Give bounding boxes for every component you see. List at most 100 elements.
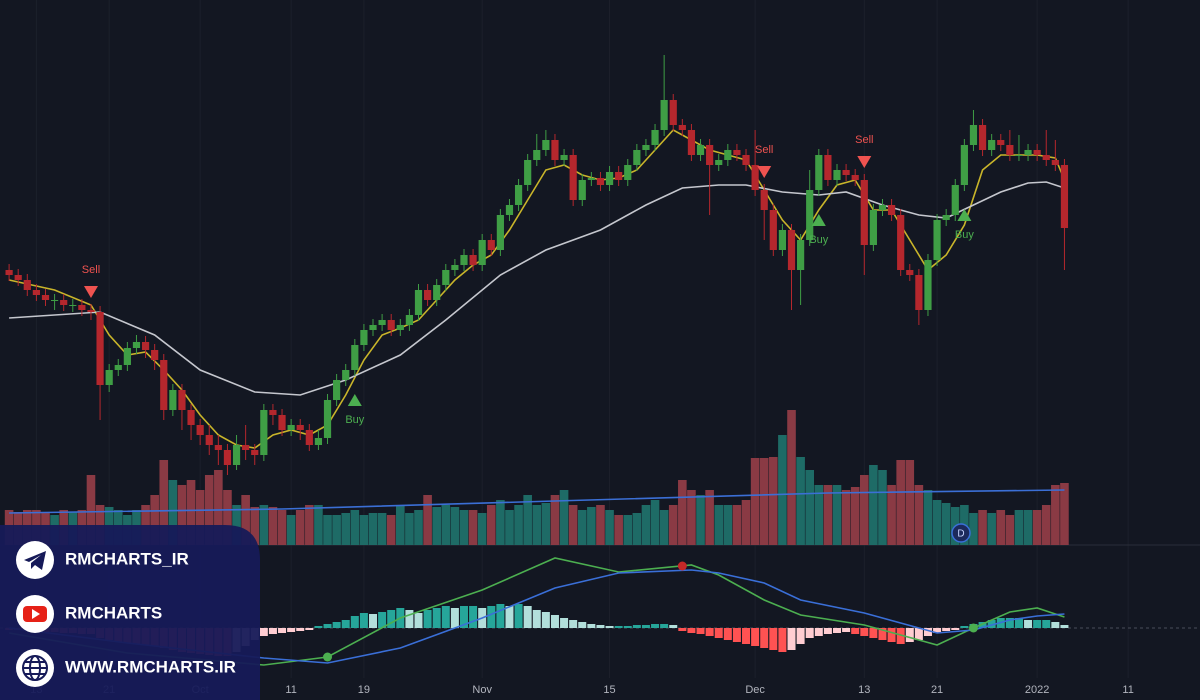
macd-histogram-bar (623, 626, 632, 628)
social-overlay: RMCHARTS_IR RMCHARTS WWW.RMCHARTS.IR (0, 525, 260, 700)
volume-bar (732, 505, 742, 545)
macd-histogram-bar (869, 628, 878, 638)
volume-bar (332, 515, 341, 545)
x-tick-label: 2022 (1025, 684, 1049, 696)
candle-body (60, 300, 68, 305)
volume-bar (668, 505, 678, 545)
volume-bar (1051, 485, 1060, 545)
x-tick-label: 13 (858, 684, 870, 696)
volume-bar (741, 500, 751, 545)
macd-histogram-bar (923, 628, 932, 636)
volume-bar (1041, 505, 1051, 545)
volume-bar (486, 505, 496, 545)
volume-bar (1005, 515, 1015, 545)
candle-body (87, 310, 95, 312)
candle-body (605, 172, 614, 185)
volume-bar (1032, 510, 1042, 545)
candle-body (269, 410, 277, 415)
macd-histogram-bar (523, 606, 532, 628)
macd-histogram-bar (887, 628, 896, 642)
volume-bar (696, 495, 705, 545)
volume-bar (1023, 510, 1033, 545)
macd-histogram-bar (1014, 618, 1023, 628)
candle-body (651, 130, 659, 145)
candle-body (787, 230, 796, 270)
candle-body (360, 330, 368, 345)
macd-histogram-bar (459, 606, 468, 628)
badge-circle (951, 523, 971, 543)
volume-bar (850, 487, 860, 545)
candle-body (460, 255, 468, 265)
macd-histogram-bar (514, 604, 523, 628)
volume-bar (359, 515, 369, 545)
candle-body (1060, 165, 1069, 228)
candle-body (997, 140, 1005, 145)
macd-histogram-bar (1024, 620, 1033, 628)
x-tick-label: Dec (745, 684, 765, 696)
macd-histogram-bar (978, 622, 987, 628)
volume-average (9, 489, 1065, 514)
macd-histogram-bar (341, 620, 350, 628)
candle-body (333, 380, 341, 400)
candle-body (178, 390, 186, 410)
macd-histogram-bar (860, 628, 869, 636)
volume-bar (341, 513, 351, 545)
candle-body (969, 125, 978, 145)
volume-bar (396, 505, 405, 545)
volume-bar (496, 500, 505, 545)
macd-histogram-bar (314, 626, 323, 628)
candle-body (851, 175, 859, 180)
volume-bar (150, 495, 159, 545)
website-address: WWW.RMCHARTS.IR (65, 657, 236, 676)
candle-body (251, 450, 259, 455)
macd-histogram-bar (359, 613, 368, 628)
candle-body (960, 145, 968, 185)
macd-histogram-bar (641, 625, 650, 628)
candle-body (314, 438, 323, 445)
macd-histogram-bar (814, 628, 823, 636)
volume-bar (596, 505, 605, 545)
macd-histogram-bar (651, 624, 660, 628)
sell-marker (83, 286, 98, 298)
volume-bar (832, 485, 842, 545)
volume-bar (769, 457, 778, 545)
candle-body (824, 155, 832, 180)
macd-histogram-bar (1060, 625, 1069, 628)
volume-bar (432, 507, 441, 545)
macd-histogram-bar (842, 628, 851, 632)
candle-body (669, 100, 677, 125)
candle-body (96, 312, 104, 385)
volume-bar (295, 510, 305, 545)
candle-body (478, 240, 486, 265)
volume-bar (969, 513, 978, 545)
candle-body (378, 320, 386, 325)
volume-bar (887, 485, 896, 545)
macd-histogram-bar (751, 628, 760, 646)
cross-dot (677, 561, 687, 571)
volume-bar (259, 505, 269, 545)
volume-bar (750, 458, 760, 545)
volume-bar (577, 510, 587, 545)
candle-body (305, 430, 313, 445)
volume-bar (414, 510, 423, 545)
volume-bar (523, 495, 532, 545)
macd-histogram-bar (960, 626, 969, 628)
buy-label: Buy (955, 229, 974, 241)
volume-bar (841, 490, 851, 545)
macd-histogram-bar (423, 610, 432, 628)
candle-body (769, 210, 777, 250)
volume-bar (441, 505, 451, 545)
candle-body (232, 445, 241, 465)
volume-bar (177, 485, 187, 545)
macd-histogram-bar (687, 628, 696, 633)
candle-body (342, 370, 350, 380)
buy-marker (957, 209, 972, 221)
candle-body (569, 155, 577, 200)
macd-histogram-bar (823, 628, 832, 634)
x-tick-label: 19 (358, 684, 370, 696)
macd-histogram-bar (441, 606, 450, 628)
candle-body (524, 160, 532, 185)
macd-histogram-bar (987, 620, 996, 628)
candle-body (942, 215, 950, 220)
